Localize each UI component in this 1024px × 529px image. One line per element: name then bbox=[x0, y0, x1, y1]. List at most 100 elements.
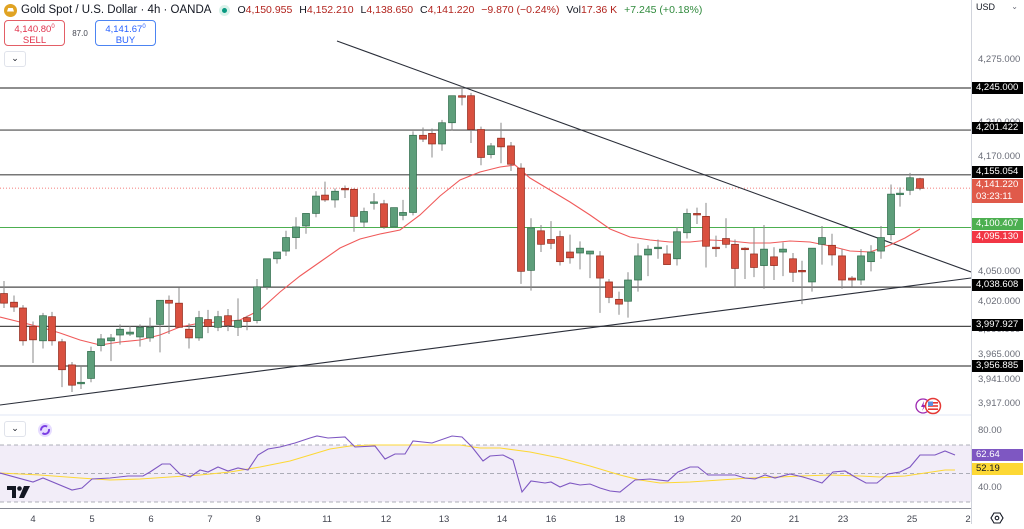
candle[interactable] bbox=[906, 177, 914, 191]
candle[interactable] bbox=[497, 137, 505, 148]
candle[interactable] bbox=[48, 316, 56, 342]
candle[interactable] bbox=[808, 247, 816, 283]
candle[interactable] bbox=[458, 95, 466, 98]
candle[interactable] bbox=[712, 246, 720, 250]
candle[interactable] bbox=[136, 326, 144, 338]
candle[interactable] bbox=[195, 317, 203, 339]
candle[interactable] bbox=[615, 298, 623, 305]
candle[interactable] bbox=[527, 227, 535, 271]
candle[interactable] bbox=[596, 255, 604, 279]
candle[interactable] bbox=[828, 244, 836, 256]
candle[interactable] bbox=[838, 255, 846, 281]
chart-settings-button[interactable] bbox=[990, 511, 1004, 524]
candle[interactable] bbox=[770, 256, 778, 266]
candle[interactable] bbox=[507, 145, 515, 165]
candle[interactable] bbox=[654, 246, 662, 250]
candle[interactable] bbox=[312, 195, 320, 214]
candle[interactable] bbox=[731, 243, 739, 269]
candle[interactable] bbox=[634, 255, 642, 281]
candle[interactable] bbox=[253, 286, 261, 321]
candle[interactable] bbox=[214, 316, 222, 328]
candle[interactable] bbox=[282, 237, 290, 252]
candle[interactable] bbox=[867, 251, 875, 263]
candle[interactable] bbox=[818, 237, 826, 245]
candle[interactable] bbox=[234, 320, 242, 328]
candle[interactable] bbox=[887, 193, 895, 236]
candle[interactable] bbox=[97, 338, 105, 346]
candle[interactable] bbox=[673, 231, 681, 260]
candle[interactable] bbox=[702, 215, 710, 247]
candle[interactable] bbox=[370, 201, 378, 204]
candle[interactable] bbox=[399, 212, 407, 216]
candle[interactable] bbox=[877, 237, 885, 252]
candle[interactable] bbox=[0, 293, 8, 304]
candle[interactable] bbox=[789, 258, 797, 273]
price-level-label[interactable]: 3,956.885 bbox=[972, 360, 1023, 372]
price-level-label[interactable]: 4,038.608 bbox=[972, 279, 1023, 291]
candle[interactable] bbox=[292, 226, 300, 238]
candle[interactable] bbox=[624, 279, 632, 302]
candle[interactable] bbox=[87, 351, 95, 379]
collapse-rsi-button[interactable]: ⌄ bbox=[4, 421, 26, 437]
sell-button[interactable]: 4,140.800 SELL bbox=[4, 20, 65, 46]
candle[interactable] bbox=[390, 207, 398, 228]
candle[interactable] bbox=[350, 188, 358, 217]
candle[interactable] bbox=[477, 129, 485, 158]
candle[interactable] bbox=[204, 319, 212, 327]
candle[interactable] bbox=[467, 95, 475, 130]
descending-trendline[interactable] bbox=[336, 40, 971, 273]
candle[interactable] bbox=[302, 213, 310, 227]
price-level-label[interactable]: 4,155.054 bbox=[972, 166, 1023, 178]
currency-selector[interactable]: USD ⌄ bbox=[976, 2, 1022, 18]
candle[interactable] bbox=[243, 317, 251, 322]
candle[interactable] bbox=[605, 281, 613, 298]
candle[interactable] bbox=[722, 238, 730, 245]
candle[interactable] bbox=[537, 230, 545, 245]
candle[interactable] bbox=[360, 211, 368, 223]
candle[interactable] bbox=[547, 239, 555, 244]
candle[interactable] bbox=[857, 255, 865, 281]
candle[interactable] bbox=[428, 132, 436, 145]
candle[interactable] bbox=[165, 299, 173, 304]
candle[interactable] bbox=[224, 315, 232, 326]
candle[interactable] bbox=[409, 134, 417, 213]
candle[interactable] bbox=[116, 328, 124, 336]
candle[interactable] bbox=[156, 299, 164, 325]
candle[interactable] bbox=[77, 381, 85, 385]
candle[interactable] bbox=[779, 248, 787, 253]
candle[interactable] bbox=[321, 194, 329, 201]
price-level-label[interactable]: 4,201.422 bbox=[972, 122, 1023, 134]
collapse-legend-button[interactable]: ⌄ bbox=[4, 51, 26, 67]
candle[interactable] bbox=[576, 247, 584, 254]
ascending-trendline[interactable] bbox=[0, 277, 971, 406]
candle[interactable] bbox=[29, 325, 37, 341]
candle[interactable] bbox=[263, 258, 271, 288]
candle[interactable] bbox=[448, 95, 456, 124]
candle[interactable] bbox=[693, 213, 701, 216]
candle[interactable] bbox=[331, 190, 339, 201]
candle[interactable] bbox=[10, 301, 18, 308]
candle[interactable] bbox=[916, 178, 924, 189]
price-level-label[interactable]: 4,095.130 bbox=[972, 231, 1023, 243]
pane-separator[interactable] bbox=[0, 414, 971, 416]
candle[interactable] bbox=[107, 337, 115, 342]
price-level-label[interactable]: 3,997.927 bbox=[972, 319, 1023, 331]
candle[interactable] bbox=[380, 203, 388, 228]
candle[interactable] bbox=[126, 331, 134, 335]
candle[interactable] bbox=[438, 122, 446, 145]
candle[interactable] bbox=[58, 341, 66, 371]
candle[interactable] bbox=[185, 328, 193, 339]
candle[interactable] bbox=[586, 250, 594, 255]
symbol-title[interactable]: Gold Spot / U.S. Dollar · 4h · OANDA bbox=[21, 4, 212, 16]
price-level-label[interactable]: 4,245.000 bbox=[972, 82, 1023, 94]
candle[interactable] bbox=[741, 247, 749, 251]
candle[interactable] bbox=[896, 192, 904, 196]
candle[interactable] bbox=[663, 253, 671, 265]
candle[interactable] bbox=[146, 326, 154, 339]
candle[interactable] bbox=[798, 270, 806, 273]
economic-events[interactable] bbox=[915, 397, 943, 420]
rsi-indicator-icon[interactable] bbox=[38, 423, 52, 437]
candle[interactable] bbox=[68, 364, 76, 386]
candle[interactable] bbox=[273, 251, 281, 260]
candle[interactable] bbox=[175, 302, 183, 328]
